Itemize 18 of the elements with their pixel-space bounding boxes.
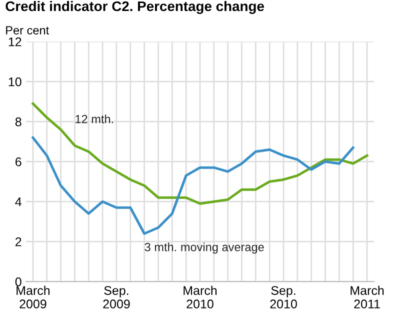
series-label: 12 mth. (76, 114, 114, 124)
x-tick-label: March 2009 (16, 286, 50, 308)
y-tick-label: 8 (15, 117, 22, 126)
line-series (32, 102, 368, 205)
y-tick-label: 0 (15, 277, 22, 286)
y-tick-label: 12 (8, 37, 22, 46)
y-tick-label: 10 (8, 77, 22, 86)
y-tick-label: 4 (15, 198, 22, 206)
y-axis-title: Per cent (6, 26, 49, 34)
series-label: 3 mth. moving average (144, 242, 264, 254)
x-tick-label: Sep. 2009 (103, 286, 130, 308)
chart-title: Credit indicator C2. Percentage change (6, 0, 264, 14)
x-tick-label: Sep. 2010 (270, 286, 297, 308)
x-tick-label: March 2010 (184, 286, 217, 308)
y-tick-label: 6 (16, 157, 22, 166)
y-tick-label: 2 (16, 237, 22, 246)
line-series (32, 136, 354, 235)
x-tick-label: March 2011 (350, 286, 384, 308)
